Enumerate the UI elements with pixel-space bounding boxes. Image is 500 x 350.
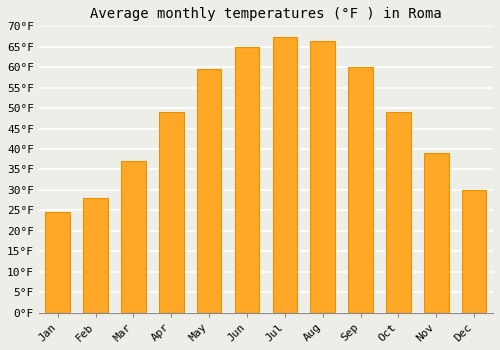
Bar	[348, 67, 373, 313]
Bar	[310, 41, 335, 313]
Bar	[46, 212, 70, 313]
Bar	[159, 112, 184, 313]
Bar	[121, 161, 146, 313]
Bar	[462, 190, 486, 313]
Bar	[197, 69, 222, 313]
Bar	[386, 112, 410, 313]
Bar	[424, 153, 448, 313]
Title: Average monthly temperatures (°F ) in Roma: Average monthly temperatures (°F ) in Ro…	[90, 7, 442, 21]
Bar	[84, 198, 108, 313]
Bar	[272, 36, 297, 313]
Bar	[234, 47, 260, 313]
